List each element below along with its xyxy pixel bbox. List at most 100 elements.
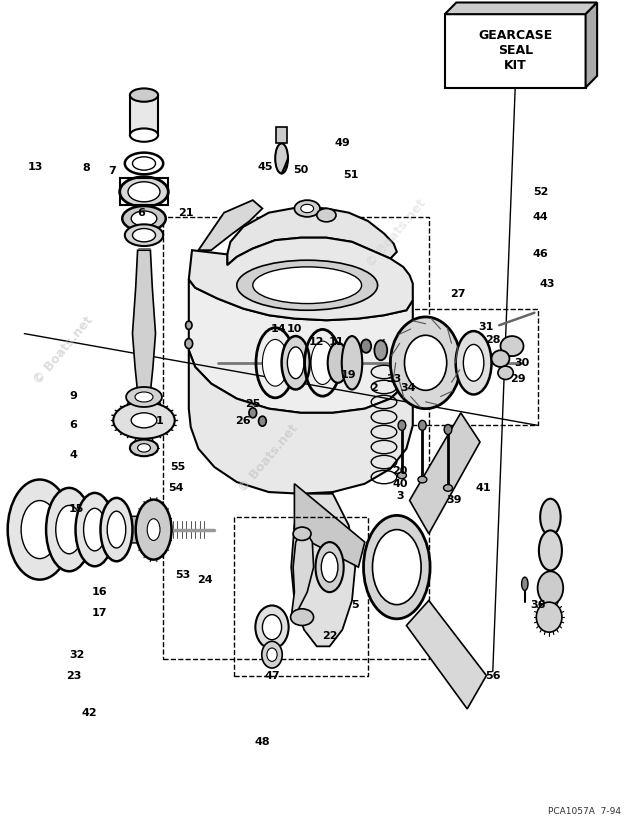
Ellipse shape (100, 498, 132, 561)
Ellipse shape (301, 204, 314, 213)
Ellipse shape (113, 402, 175, 439)
Ellipse shape (372, 530, 421, 605)
Text: 11: 11 (328, 337, 344, 347)
Ellipse shape (267, 648, 277, 661)
Ellipse shape (282, 336, 310, 389)
Text: 3: 3 (396, 491, 404, 501)
Text: 29: 29 (511, 374, 526, 384)
Text: 48: 48 (255, 737, 270, 747)
Ellipse shape (107, 511, 125, 548)
Ellipse shape (398, 420, 406, 430)
Ellipse shape (316, 542, 344, 592)
Text: 6: 6 (70, 420, 77, 430)
Ellipse shape (328, 343, 348, 383)
Ellipse shape (321, 552, 338, 582)
Ellipse shape (84, 508, 106, 551)
Ellipse shape (185, 339, 193, 349)
Ellipse shape (237, 260, 378, 310)
Polygon shape (291, 494, 355, 646)
Polygon shape (294, 484, 365, 567)
Ellipse shape (291, 609, 314, 626)
Bar (445, 14, 586, 88)
Polygon shape (198, 200, 262, 250)
Ellipse shape (456, 331, 492, 394)
Ellipse shape (522, 577, 528, 590)
Text: 25: 25 (245, 399, 260, 409)
Ellipse shape (138, 444, 150, 452)
Ellipse shape (444, 485, 452, 491)
Ellipse shape (492, 350, 509, 367)
Text: 53: 53 (175, 570, 190, 580)
Ellipse shape (287, 347, 304, 379)
Text: 43: 43 (540, 279, 555, 289)
Bar (276, 127, 287, 143)
Ellipse shape (538, 571, 563, 605)
Text: 16: 16 (92, 587, 107, 597)
Ellipse shape (540, 499, 561, 535)
Text: 39: 39 (447, 495, 462, 505)
Text: 15: 15 (69, 504, 84, 514)
Ellipse shape (275, 143, 288, 173)
Text: 12: 12 (309, 337, 324, 347)
Ellipse shape (130, 88, 158, 102)
Ellipse shape (262, 615, 282, 640)
Text: © Boats.net: © Boats.net (365, 197, 429, 270)
Text: 20: 20 (392, 466, 408, 476)
Text: 46: 46 (533, 249, 548, 259)
Ellipse shape (132, 229, 156, 242)
Ellipse shape (125, 153, 163, 174)
Ellipse shape (255, 605, 289, 649)
Bar (397, 309, 538, 425)
Ellipse shape (397, 472, 406, 479)
Text: 14: 14 (271, 324, 286, 334)
Text: 47: 47 (264, 671, 280, 681)
Text: 56: 56 (485, 671, 500, 681)
Polygon shape (586, 3, 597, 88)
Polygon shape (410, 413, 480, 534)
Text: 40: 40 (392, 479, 408, 489)
Bar (163, 217, 429, 659)
Ellipse shape (463, 344, 484, 381)
Text: 33: 33 (386, 374, 401, 384)
Text: 26: 26 (236, 416, 251, 426)
Text: 24: 24 (197, 575, 212, 585)
Ellipse shape (390, 317, 461, 409)
Text: 27: 27 (450, 289, 465, 299)
Text: 19: 19 (341, 370, 356, 380)
Text: 17: 17 (92, 608, 107, 618)
Text: 7: 7 (108, 166, 116, 176)
Text: 54: 54 (168, 483, 184, 493)
Ellipse shape (130, 440, 158, 456)
Ellipse shape (374, 340, 387, 360)
Text: 31: 31 (479, 322, 494, 332)
Bar (120, 178, 168, 205)
Ellipse shape (132, 157, 156, 170)
Text: 51: 51 (343, 170, 358, 180)
Text: 1: 1 (156, 416, 164, 426)
Polygon shape (109, 516, 138, 543)
Text: 55: 55 (170, 462, 186, 472)
Text: 10: 10 (287, 324, 302, 334)
Polygon shape (189, 238, 413, 320)
Ellipse shape (56, 505, 83, 554)
Text: 36: 36 (530, 600, 545, 610)
Text: 32: 32 (69, 650, 84, 660)
Polygon shape (189, 279, 413, 413)
Ellipse shape (249, 408, 257, 418)
Ellipse shape (317, 208, 336, 222)
Text: 8: 8 (83, 163, 90, 173)
Ellipse shape (536, 602, 562, 632)
Ellipse shape (293, 527, 311, 540)
Text: 23: 23 (66, 671, 81, 681)
Text: 9: 9 (70, 391, 77, 401)
Ellipse shape (259, 416, 266, 426)
Text: © Boats.net: © Boats.net (237, 422, 301, 495)
Ellipse shape (130, 128, 158, 142)
Ellipse shape (262, 641, 282, 668)
Ellipse shape (131, 211, 157, 226)
Ellipse shape (8, 480, 72, 580)
Polygon shape (406, 600, 486, 709)
Text: © Boats.net: © Boats.net (32, 314, 96, 387)
Text: 42: 42 (82, 708, 97, 718)
Ellipse shape (539, 530, 562, 570)
